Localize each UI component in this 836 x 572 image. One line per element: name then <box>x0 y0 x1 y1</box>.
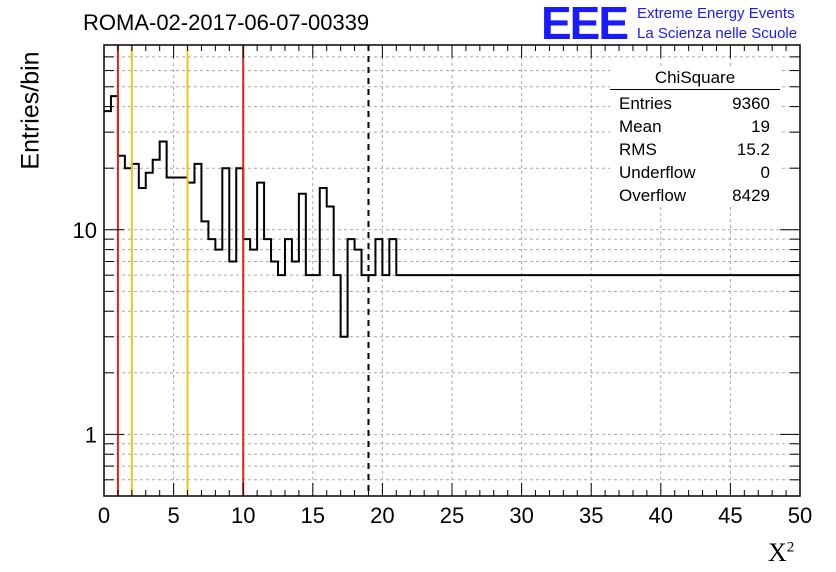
x-tick-label: 45 <box>718 503 742 528</box>
stats-row: Entries 9360 <box>610 92 780 115</box>
stats-value: 15.2 <box>736 140 770 159</box>
stats-label: Overflow <box>619 186 687 205</box>
x-tick-label: 15 <box>301 503 325 528</box>
eee-logo: EEE <box>541 0 629 49</box>
x-tick-label: 35 <box>579 503 603 528</box>
stats-value: 0 <box>760 163 770 182</box>
stats-value: 9360 <box>732 94 770 113</box>
stats-value: 19 <box>751 117 770 136</box>
logo-line-1: Extreme Energy Events <box>637 5 795 22</box>
x-tick-label: 25 <box>440 503 464 528</box>
x-tick-label: 10 <box>231 503 255 528</box>
stats-row: RMS 15.2 <box>610 138 780 161</box>
stats-box: ChiSquare Entries 9360 Mean 19 RMS 15.2 … <box>610 68 780 207</box>
stats-label: Mean <box>619 117 662 136</box>
y-axis-label: Entries/bin <box>16 51 45 170</box>
x-tick-label: 0 <box>98 503 110 528</box>
x-axis-label: X2 <box>768 538 795 567</box>
stats-label: Underflow <box>619 163 696 182</box>
stats-label: Entries <box>619 94 672 113</box>
y-tick-label: 1 <box>85 422 97 447</box>
stats-title: ChiSquare <box>610 68 780 90</box>
stats-row: Mean 19 <box>610 115 780 138</box>
stats-label: RMS <box>619 140 657 159</box>
stats-value: 8429 <box>732 186 770 205</box>
x-tick-label: 40 <box>649 503 673 528</box>
x-tick-label: 20 <box>370 503 394 528</box>
logo-line-2: La Scienza nelle Scuole <box>637 25 798 42</box>
y-tick-label: 10 <box>73 218 97 243</box>
x-tick-label: 30 <box>509 503 533 528</box>
stats-row: Overflow 8429 <box>610 184 780 207</box>
chart-title: ROMA-02-2017-06-07-00339 <box>83 10 370 35</box>
x-tick-label: 5 <box>167 503 179 528</box>
histogram-series <box>104 95 800 338</box>
x-tick-label: 50 <box>788 503 812 528</box>
stats-row: Underflow 0 <box>610 161 780 184</box>
